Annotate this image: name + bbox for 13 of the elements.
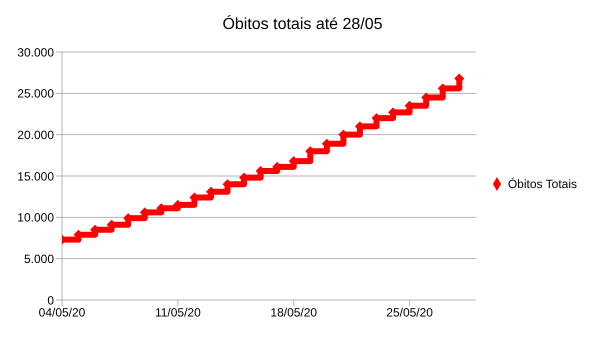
x-tick-label: 25/05/20 <box>386 306 434 320</box>
y-tick-label: 15.000 <box>17 169 54 184</box>
chart-title: Óbitos totais até 28/05 <box>221 14 384 35</box>
y-tick-label: 20.000 <box>17 128 54 142</box>
y-tick-label: 10.000 <box>17 210 54 225</box>
x-tick-label: 04/05/20 <box>38 306 86 320</box>
x-tick-label: 18/05/20 <box>270 306 318 320</box>
y-tick-label: 0 <box>47 293 54 308</box>
legend-label: Óbitos Totais <box>508 176 577 191</box>
y-tick-label: 5.000 <box>24 252 54 266</box>
y-tick-label: 30.000 <box>17 45 54 60</box>
y-tick-label: 25.000 <box>17 86 54 101</box>
x-tick-label: 11/05/20 <box>154 306 202 320</box>
